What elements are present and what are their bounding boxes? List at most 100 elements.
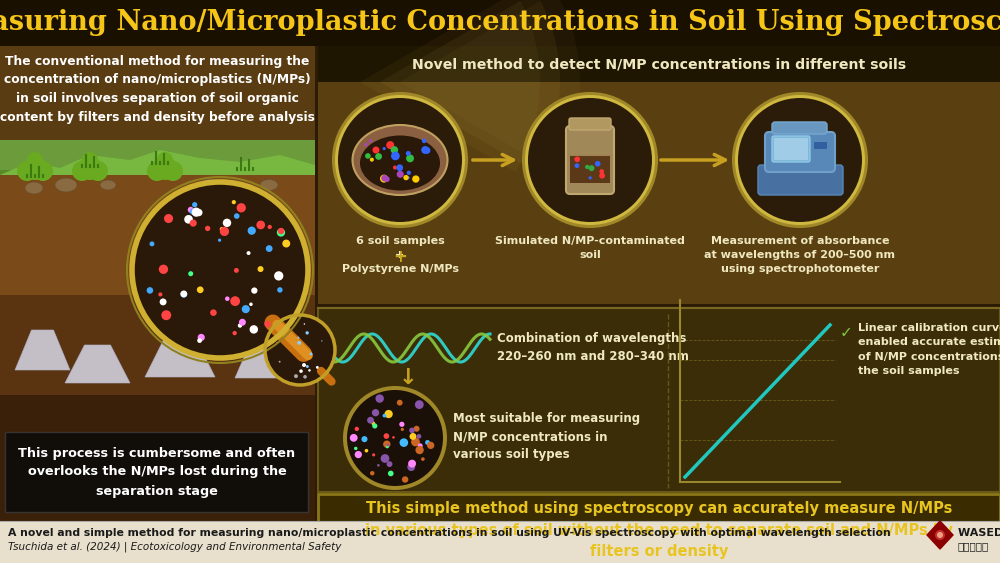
Text: WASEDA University: WASEDA University [958,528,1000,538]
Circle shape [391,146,398,154]
Circle shape [406,154,414,162]
Circle shape [937,532,943,538]
Circle shape [239,319,246,326]
Bar [0,295,315,395]
Circle shape [316,366,319,369]
Bar [0,521,1000,563]
Circle shape [192,208,201,217]
Circle shape [574,157,580,162]
Circle shape [33,161,53,181]
Circle shape [369,139,372,143]
Circle shape [188,271,193,276]
Circle shape [355,451,362,458]
Polygon shape [65,345,130,383]
Circle shape [266,245,273,252]
FancyBboxPatch shape [774,138,808,160]
Circle shape [147,287,153,294]
Circle shape [159,265,168,274]
Ellipse shape [25,182,43,194]
Circle shape [258,266,264,272]
Circle shape [72,161,92,181]
Circle shape [190,209,196,215]
FancyBboxPatch shape [765,132,835,172]
Circle shape [375,394,384,403]
Circle shape [210,309,217,316]
Ellipse shape [55,178,77,192]
Circle shape [397,171,404,178]
Circle shape [277,229,285,236]
Wedge shape [400,0,580,172]
Circle shape [302,363,306,367]
Circle shape [396,164,403,171]
Circle shape [575,163,579,168]
Circle shape [150,242,154,247]
Circle shape [160,298,167,305]
Text: Combination of wavelengths
220–260 nm and 280–340 nm: Combination of wavelengths 220–260 nm an… [497,332,689,363]
Bar [318,46,1000,304]
Circle shape [381,454,389,463]
Circle shape [197,287,204,293]
Circle shape [184,215,193,224]
Ellipse shape [352,125,448,195]
Text: The conventional method for measuring the
concentration of nano/microplastics (N: The conventional method for measuring th… [0,55,314,123]
Circle shape [321,340,322,342]
Circle shape [198,334,205,341]
Circle shape [163,161,183,181]
Circle shape [425,440,430,445]
Circle shape [275,338,277,340]
Circle shape [82,152,98,168]
Bar [0,140,315,190]
Circle shape [402,476,408,482]
Circle shape [132,182,308,358]
FancyBboxPatch shape [772,122,827,134]
Circle shape [408,459,416,467]
Circle shape [180,291,187,297]
Circle shape [310,352,312,355]
Circle shape [386,141,394,149]
Circle shape [251,288,258,294]
Ellipse shape [360,136,440,190]
Circle shape [249,302,253,306]
Text: Measurement of absorbance
at wavelengths of 200–500 nm
using spectrophotometer: Measurement of absorbance at wavelengths… [704,236,896,274]
Circle shape [735,95,865,225]
Circle shape [409,427,415,433]
Bar [318,494,1000,563]
Bar [5,432,308,512]
Circle shape [276,342,278,343]
Circle shape [370,471,374,475]
Text: Linear calibration curve
enabled accurate estimation
of N/MP concentrations in
t: Linear calibration curve enabled accurat… [858,323,1000,376]
Circle shape [306,365,309,368]
Circle shape [365,449,368,453]
Circle shape [380,175,388,182]
Circle shape [297,341,301,345]
Circle shape [412,176,419,182]
Text: A novel and simple method for measuring nano/microplastic concentrations in soil: A novel and simple method for measuring … [8,528,891,538]
Text: Simulated N/MP-contaminated
soil: Simulated N/MP-contaminated soil [495,236,685,260]
Circle shape [23,156,47,180]
Wedge shape [380,0,560,172]
Circle shape [299,369,303,373]
Circle shape [732,92,868,228]
Circle shape [248,226,256,235]
Circle shape [305,331,309,334]
Circle shape [264,321,271,327]
Circle shape [335,95,465,225]
Circle shape [195,209,203,216]
Circle shape [599,169,604,174]
Circle shape [585,165,589,169]
Circle shape [17,161,37,181]
Circle shape [424,147,430,154]
Circle shape [383,440,390,448]
Circle shape [294,374,298,378]
Circle shape [343,386,447,490]
Circle shape [421,146,429,154]
Circle shape [234,268,239,273]
Bar [0,170,315,205]
Circle shape [188,207,194,213]
Text: This process is cumbersome and often
overlooks the N/MPs lost during the
separat: This process is cumbersome and often ove… [18,446,296,498]
Circle shape [589,165,595,171]
Circle shape [223,218,231,227]
Circle shape [372,453,375,457]
Circle shape [230,296,240,306]
Circle shape [250,325,258,334]
